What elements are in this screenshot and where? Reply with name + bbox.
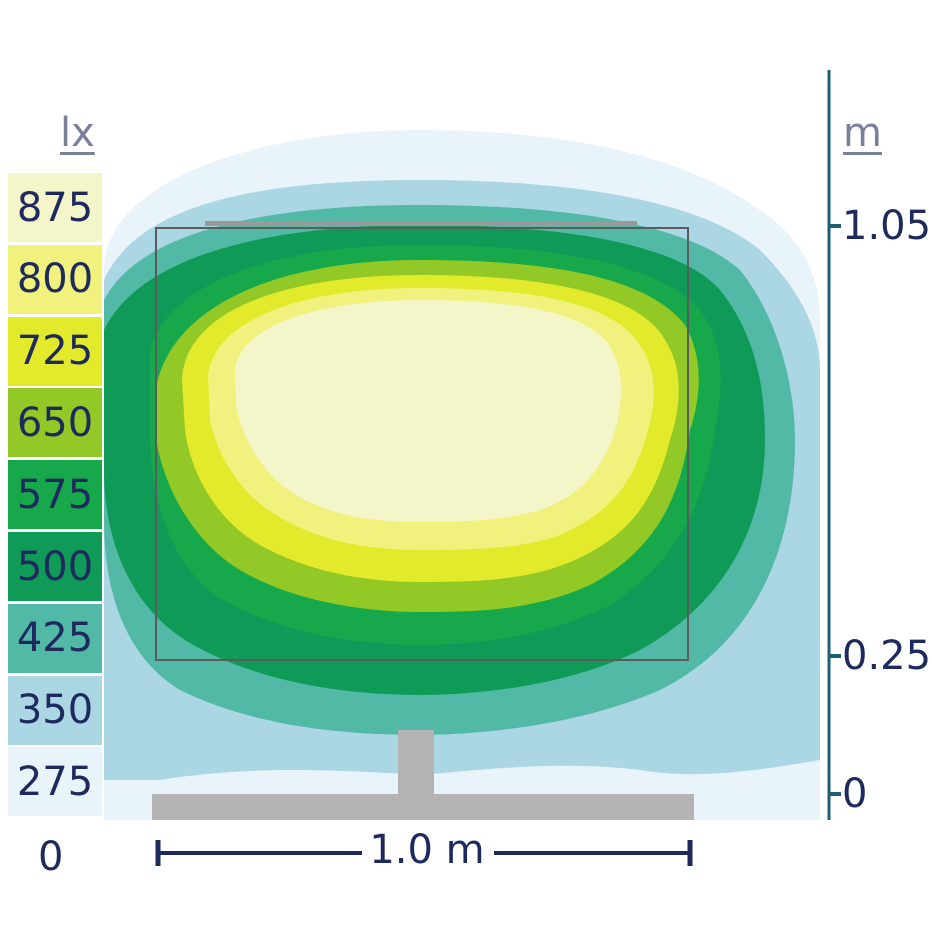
legend-item-575: 575 (8, 460, 102, 530)
legend-unit-label: lx (60, 110, 95, 156)
legend-item-425: 425 (8, 603, 102, 673)
legend-item-725: 725 (8, 316, 102, 386)
luminaire-frame (155, 227, 689, 661)
stand-post (398, 730, 434, 796)
luminaire-top-bar (205, 221, 637, 226)
height-axis-label-3: 0 (842, 771, 868, 817)
height-axis-unit-label: m (843, 110, 882, 156)
legend-item-350: 350 (8, 675, 102, 745)
legend-item-275: 275 (8, 747, 102, 817)
legend-item-500: 500 (8, 532, 102, 601)
height-axis-label-2: 0.25 (842, 633, 932, 679)
stand-base (152, 794, 694, 820)
contour-875 (235, 300, 622, 522)
legend-item-800: 800 (8, 244, 102, 314)
height-axis-label-1: 1.05 (842, 203, 932, 249)
legend-item-875: 875 (8, 173, 102, 242)
legend-zero-label: 0 (38, 834, 64, 880)
width-dimension-label: 1.0 m (362, 826, 492, 874)
legend-item-650: 650 (8, 388, 102, 458)
